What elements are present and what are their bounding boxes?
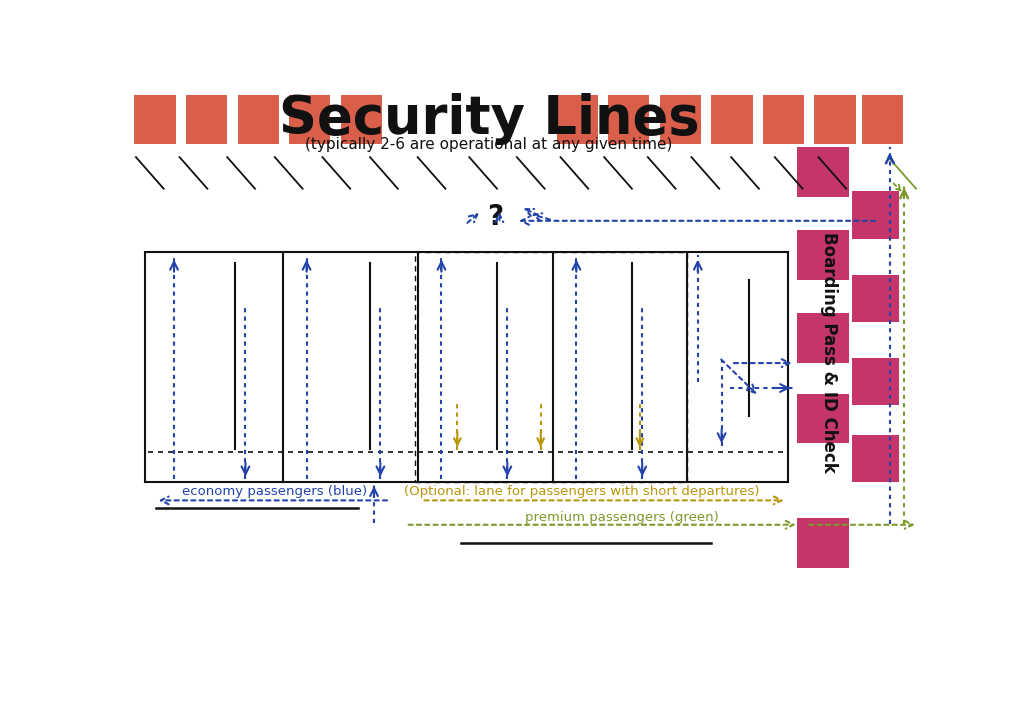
Text: Boarding Pass & ID Check: Boarding Pass & ID Check — [820, 232, 838, 472]
Bar — [852, 435, 899, 482]
Bar — [145, 252, 788, 482]
Bar — [341, 95, 382, 145]
Bar — [289, 95, 331, 145]
Text: premium passengers (green): premium passengers (green) — [524, 510, 719, 523]
Text: Security Lines: Security Lines — [279, 93, 699, 145]
Bar — [557, 95, 598, 145]
Bar — [608, 95, 649, 145]
Bar — [852, 357, 899, 405]
Text: (typically 2-6 are operational at any given time): (typically 2-6 are operational at any gi… — [305, 137, 673, 152]
Text: (Optional: lane for passengers with short departures): (Optional: lane for passengers with shor… — [404, 485, 760, 498]
Bar — [862, 95, 903, 145]
Bar — [797, 147, 849, 197]
Bar — [712, 95, 753, 145]
Bar — [797, 518, 849, 568]
Bar — [134, 95, 176, 145]
Bar — [763, 95, 804, 145]
Bar — [416, 252, 687, 482]
Bar — [797, 230, 849, 280]
Bar — [238, 95, 279, 145]
Text: economy passengers (blue): economy passengers (blue) — [182, 485, 368, 498]
Bar — [186, 95, 227, 145]
Text: ?: ? — [487, 203, 504, 232]
Bar — [659, 95, 701, 145]
Bar — [797, 313, 849, 363]
Bar — [797, 393, 849, 444]
Bar — [852, 191, 899, 239]
Bar — [814, 95, 856, 145]
Bar — [852, 275, 899, 321]
